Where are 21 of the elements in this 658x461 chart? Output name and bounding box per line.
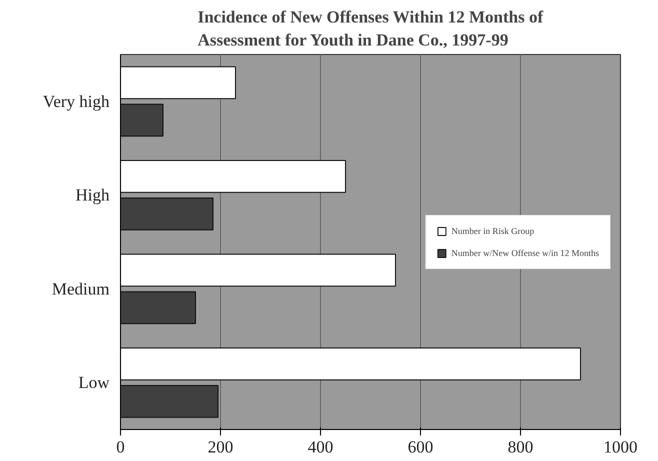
- y-tick-label: Medium: [52, 279, 110, 298]
- bar: [120, 291, 196, 324]
- x-tick-label: 800: [508, 438, 534, 456]
- x-tick-label: 600: [408, 438, 434, 456]
- bar: [120, 197, 214, 230]
- bar: [120, 66, 236, 100]
- y-tick-label: Low: [78, 373, 110, 392]
- bar: [120, 254, 396, 287]
- bar: [120, 104, 164, 137]
- x-tick-label: 1000: [604, 438, 638, 456]
- legend-label: Number w/New Offense w/in 12 Months: [451, 248, 599, 258]
- legend-label: Number in Risk Group: [451, 226, 536, 236]
- chart-title: Incidence of New Offenses Within 12 Months of Assessment for Youth in Dane Co., 1997-99: [198, 8, 544, 50]
- bar: [120, 160, 346, 193]
- x-tick-label: 0: [116, 438, 125, 456]
- bar: [120, 347, 581, 380]
- x-tick-label: 400: [308, 438, 334, 456]
- y-tick-label: High: [76, 186, 110, 205]
- x-tick-label: 200: [208, 438, 234, 456]
- y-tick-label: Very high: [42, 92, 110, 111]
- bar: [120, 384, 218, 418]
